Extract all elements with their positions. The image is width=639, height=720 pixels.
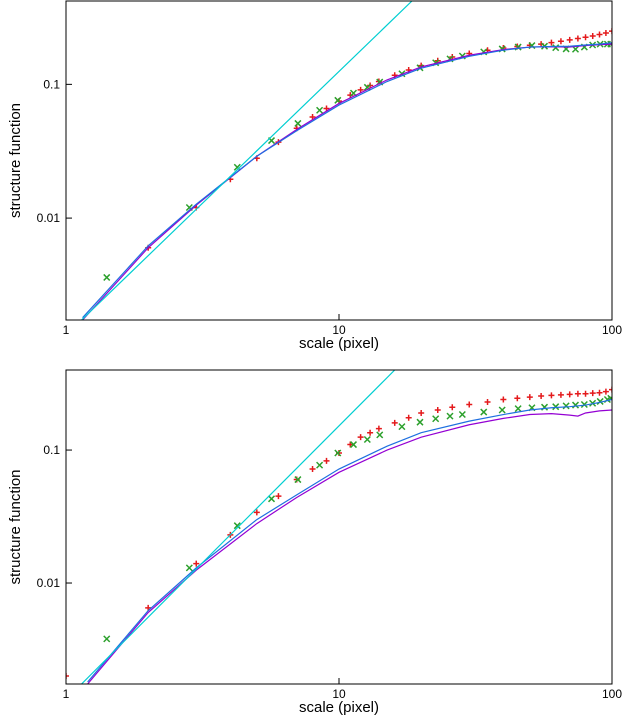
data-point xyxy=(552,403,560,411)
data-point xyxy=(574,35,581,42)
series-line xyxy=(87,409,612,684)
data-point xyxy=(596,389,603,396)
data-point xyxy=(582,34,589,41)
data-point xyxy=(552,44,560,52)
y-tick-label: 0.1 xyxy=(43,443,60,457)
data-point xyxy=(596,31,603,38)
data-point xyxy=(103,273,111,281)
data-point xyxy=(589,32,596,39)
data-point xyxy=(398,423,406,431)
data-point xyxy=(376,431,384,439)
series-line xyxy=(81,1,413,320)
data-point xyxy=(498,406,506,414)
data-point xyxy=(548,39,555,46)
data-point xyxy=(582,390,589,397)
data-point xyxy=(316,106,324,114)
plot-frame xyxy=(65,369,613,685)
data-point xyxy=(580,400,588,409)
x-axis-label: scale (pixel) xyxy=(299,335,379,352)
x-tick-label: 10 xyxy=(332,323,346,337)
data-point xyxy=(446,412,454,420)
data-point xyxy=(363,435,371,444)
data-point xyxy=(557,391,564,398)
x-tick-label: 100 xyxy=(602,687,622,701)
data-point xyxy=(466,401,473,408)
series-line xyxy=(87,398,612,683)
data-point xyxy=(103,635,111,643)
series-line xyxy=(82,42,612,319)
y-axis-label: structure function xyxy=(7,469,24,584)
data-point xyxy=(484,398,491,405)
data-point xyxy=(253,509,260,516)
data-point xyxy=(185,564,193,572)
data-point xyxy=(405,414,412,421)
x-tick-label: 10 xyxy=(332,687,346,701)
data-point xyxy=(538,392,545,399)
data-point xyxy=(267,495,276,503)
y-tick-label: 0.1 xyxy=(43,77,60,91)
series-line xyxy=(82,43,612,320)
plot-area xyxy=(81,1,612,320)
plot-area xyxy=(66,370,612,684)
data-point xyxy=(375,425,382,432)
data-point xyxy=(294,476,302,484)
data-point xyxy=(309,114,316,121)
plot-frame xyxy=(65,0,613,321)
y-axis-label: structure function xyxy=(7,103,24,218)
data-point xyxy=(367,429,374,436)
x-tick-label: 100 xyxy=(602,323,622,337)
data-point xyxy=(432,415,440,423)
data-point xyxy=(500,396,507,403)
data-point xyxy=(275,493,282,500)
x-tick-label: 1 xyxy=(63,323,70,337)
data-point xyxy=(566,36,573,43)
data-point xyxy=(514,405,522,413)
data-point xyxy=(602,30,609,37)
data-point xyxy=(316,461,324,469)
data-point xyxy=(233,522,241,530)
data-point xyxy=(418,409,425,416)
y-tick-label: 0.01 xyxy=(37,576,61,590)
data-point xyxy=(449,404,456,411)
data-point xyxy=(596,397,604,405)
data-point xyxy=(589,390,596,397)
data-point xyxy=(233,163,241,171)
data-point xyxy=(514,395,521,402)
data-point xyxy=(363,83,371,91)
x-tick-label: 1 xyxy=(63,687,70,701)
data-point xyxy=(480,408,488,416)
series-line xyxy=(81,370,396,684)
data-point xyxy=(349,441,358,449)
data-point xyxy=(416,418,424,426)
x-axis-label: scale (pixel) xyxy=(299,699,379,716)
data-point xyxy=(434,407,441,414)
data-point xyxy=(609,386,612,393)
data-point xyxy=(357,434,364,441)
data-point xyxy=(193,560,200,567)
data-point xyxy=(602,388,609,395)
data-point xyxy=(574,390,581,397)
data-point xyxy=(526,394,533,401)
data-point xyxy=(609,28,612,35)
data-point xyxy=(334,449,342,457)
data-point xyxy=(557,38,564,45)
data-point xyxy=(566,391,573,398)
y-tick-label: 0.01 xyxy=(37,211,61,225)
data-point xyxy=(323,457,330,464)
data-point xyxy=(66,672,69,679)
data-point xyxy=(357,86,364,93)
data-point xyxy=(294,119,302,127)
data-point xyxy=(334,96,342,104)
data-point xyxy=(458,410,466,419)
data-point xyxy=(548,392,555,399)
plot: 1 10 100 0.01 0.1 scale (pixel) structure func… xyxy=(7,0,622,352)
data-point xyxy=(571,401,580,409)
data-point xyxy=(391,419,398,426)
data-point xyxy=(562,402,570,410)
data-point xyxy=(347,441,354,448)
plot: 1 10 100 0.01 0.1 scale (pixel) structure func… xyxy=(7,369,622,716)
data-point xyxy=(309,466,316,473)
